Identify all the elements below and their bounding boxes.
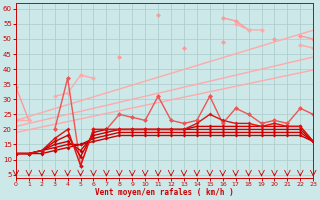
X-axis label: Vent moyen/en rafales ( km/h ): Vent moyen/en rafales ( km/h ) <box>95 188 234 197</box>
